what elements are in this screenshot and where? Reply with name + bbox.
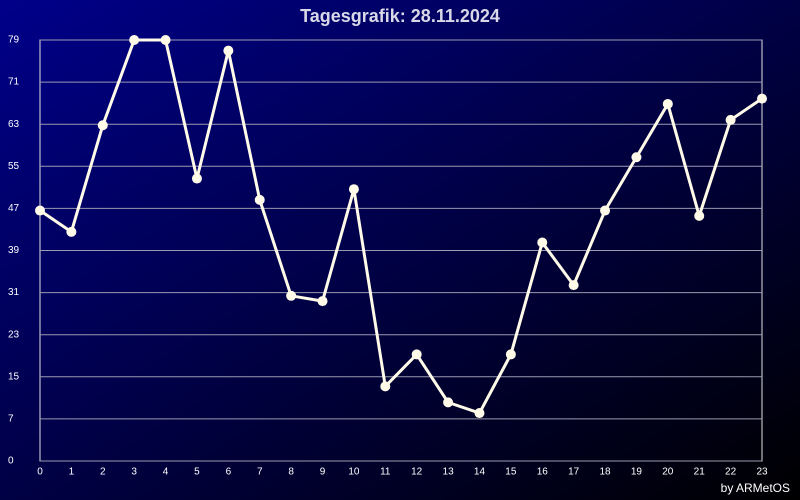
x-tick-label: 17	[568, 467, 580, 478]
data-point	[537, 237, 548, 248]
x-tick-label: 1	[69, 467, 75, 478]
data-point	[380, 381, 391, 392]
x-tick-label: 21	[694, 467, 706, 478]
data-point	[411, 349, 422, 360]
x-tick-label: 22	[725, 467, 737, 478]
x-tick-label: 9	[320, 467, 326, 478]
data-point	[443, 397, 454, 408]
data-point	[66, 226, 77, 237]
data-point	[348, 184, 359, 195]
x-tick-label: 14	[474, 467, 486, 478]
y-tick-label: 79	[8, 35, 20, 46]
x-tick-label: 6	[226, 467, 232, 478]
x-tick-label: 3	[131, 467, 137, 478]
x-tick-label: 15	[505, 467, 517, 478]
y-tick-label: 39	[8, 245, 20, 256]
x-tick-label: 12	[411, 467, 423, 478]
data-point	[286, 290, 297, 301]
data-point	[694, 210, 705, 221]
x-tick-label: 4	[163, 467, 169, 478]
x-tick-label: 11	[380, 467, 391, 478]
data-point	[757, 93, 767, 104]
x-tick-label: 16	[537, 467, 549, 478]
y-tick-label: 55	[8, 161, 20, 172]
data-point	[129, 35, 140, 45]
x-tick-label: 20	[662, 467, 674, 478]
y-tick-label: 71	[8, 77, 20, 88]
x-tick-label: 2	[100, 467, 106, 478]
data-point	[725, 114, 736, 125]
data-point	[600, 205, 611, 216]
x-tick-label: 8	[288, 467, 294, 478]
x-tick-label: 10	[348, 467, 360, 478]
y-tick-label: 63	[8, 119, 20, 130]
x-tick-label: 5	[194, 467, 200, 478]
y-tick-label: 31	[8, 287, 20, 298]
data-point	[662, 98, 673, 109]
chart-title: Tagesgrafik: 28.11.2024	[300, 6, 500, 26]
x-tick-label: 0	[37, 467, 43, 478]
data-point	[317, 296, 328, 307]
x-tick-label: 7	[257, 467, 263, 478]
data-point	[223, 45, 234, 56]
y-tick-label: 0	[8, 456, 14, 467]
data-point	[568, 280, 579, 291]
data-line	[39, 38, 763, 415]
data-point	[191, 173, 202, 184]
data-point	[254, 194, 265, 205]
y-tick-label: 47	[8, 203, 20, 214]
data-point	[160, 35, 171, 45]
data-point	[474, 408, 485, 419]
data-point	[631, 152, 642, 163]
x-tick-label: 23	[756, 467, 768, 478]
x-tick-label: 19	[631, 467, 643, 478]
data-point	[97, 120, 108, 131]
credit: by ARMetOS	[721, 481, 790, 495]
x-tick-label: 13	[443, 467, 455, 478]
x-tick-label: 18	[599, 467, 611, 478]
y-tick-label: 15	[8, 371, 20, 382]
data-point	[505, 349, 516, 360]
y-tick-label: 7	[8, 414, 14, 425]
y-tick-label: 23	[8, 329, 20, 340]
data-point	[35, 205, 45, 216]
